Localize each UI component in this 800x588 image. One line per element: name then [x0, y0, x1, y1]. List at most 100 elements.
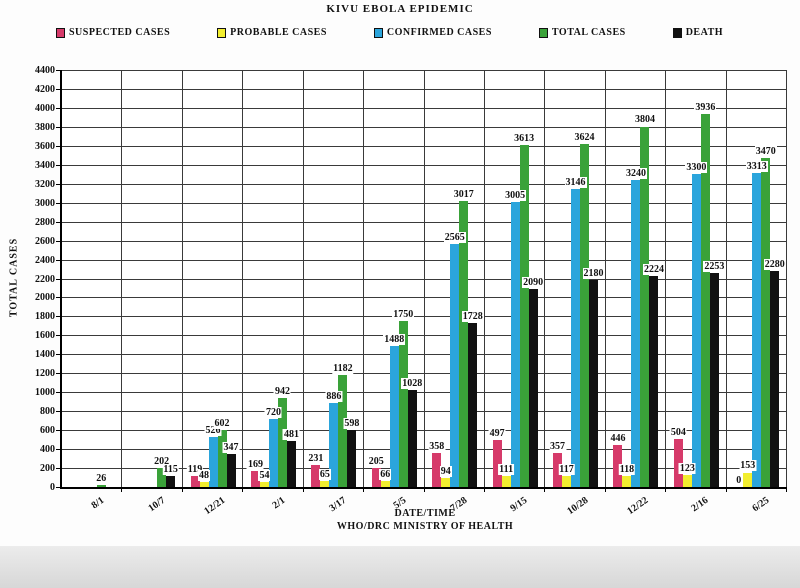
bar-value-label: 2090	[522, 276, 545, 288]
y-tick-label: 400	[40, 444, 55, 456]
gridline-vertical	[786, 70, 787, 487]
bar-death	[166, 476, 176, 487]
gridline-vertical	[121, 70, 123, 487]
bar-value-label: 3005	[504, 190, 527, 202]
gridline-horizontal	[62, 145, 787, 147]
bar-value-label: 3146	[564, 176, 587, 188]
gridline-horizontal	[62, 468, 787, 470]
bar-value-label: 504	[669, 427, 687, 439]
bar-probable-cases	[622, 475, 632, 487]
bar-death	[407, 389, 417, 487]
y-tick-label: 3600	[35, 140, 55, 152]
y-tick-label: 2000	[35, 292, 55, 304]
y-tick-mark	[56, 278, 61, 280]
x-tick-mark	[121, 488, 123, 492]
gridline-horizontal	[62, 373, 787, 375]
y-tick-label: 3000	[35, 197, 55, 209]
y-tick-label: 600	[40, 425, 55, 437]
bar-value-label: 117	[558, 463, 575, 475]
x-tick-mark	[363, 488, 365, 492]
bar-value-label: 94	[439, 466, 452, 478]
bar-total-cases	[459, 201, 469, 487]
y-tick-mark	[56, 88, 61, 90]
y-tick-label: 3200	[35, 178, 55, 190]
x-tick-mark	[302, 488, 304, 492]
x-tick-mark	[483, 488, 485, 492]
y-tick-mark	[56, 202, 61, 204]
bar-total-cases	[640, 126, 650, 487]
bar-value-label: 526	[204, 425, 222, 437]
bar-death	[226, 454, 236, 487]
bar-value-label: 446	[609, 432, 627, 444]
y-tick-label: 3800	[35, 121, 55, 133]
bar-death	[286, 441, 296, 487]
legend-swatch-icon	[538, 27, 548, 38]
gridline-horizontal	[62, 430, 787, 432]
bar-value-label: 2253	[703, 261, 726, 273]
gridline-horizontal	[62, 259, 787, 261]
bar-total-cases	[398, 321, 408, 487]
bar-suspected-cases	[673, 439, 683, 487]
y-tick-mark	[56, 468, 61, 470]
bar-value-label: 153	[739, 460, 757, 472]
bar-confirmed-cases	[691, 174, 701, 487]
bar-value-label: 598	[343, 418, 361, 430]
bar-value-label: 3313	[745, 161, 768, 173]
legend-swatch-icon	[56, 27, 65, 38]
bar-value-label: 3624	[573, 131, 596, 143]
bar-value-label: 942	[273, 385, 291, 397]
y-tick-mark	[56, 487, 61, 488]
bar-death	[709, 273, 719, 487]
y-tick-label: 1800	[35, 311, 55, 323]
bar-confirmed-cases	[208, 437, 218, 487]
bar-value-label: 1750	[392, 309, 415, 321]
legend-swatch-icon	[373, 27, 383, 38]
y-tick-mark	[56, 183, 61, 185]
bar-suspected-cases	[190, 475, 200, 487]
bar-death	[649, 276, 659, 487]
x-tick-mark	[423, 488, 425, 492]
y-tick-label: 4400	[35, 65, 55, 76]
x-tick-mark	[786, 488, 787, 492]
y-tick-mark	[56, 145, 61, 147]
bar-probable-cases	[441, 478, 451, 487]
bar-total-cases	[157, 467, 167, 487]
bar-total-cases	[217, 429, 227, 487]
bar-total-cases	[96, 484, 106, 487]
bar-value-label: 3470	[754, 146, 777, 158]
bar-value-label: 358	[428, 441, 446, 453]
y-axis-line	[60, 70, 62, 487]
y-tick-label: 2800	[35, 216, 55, 228]
chart-title: KIVU EBOLA EPIDEMIC	[326, 3, 474, 15]
bar-value-label: 3804	[633, 114, 656, 126]
bar-death	[528, 288, 538, 487]
bar-value-label: 231	[307, 453, 325, 465]
bar-suspected-cases	[371, 467, 381, 487]
bar-death	[347, 430, 357, 487]
bar-probable-cases	[199, 482, 209, 487]
y-tick-label: 3400	[35, 159, 55, 171]
footer-band	[0, 546, 800, 588]
y-tick-mark	[56, 107, 61, 109]
y-tick-label: 1200	[35, 368, 55, 380]
gridline-horizontal	[62, 354, 787, 356]
gridline-horizontal	[62, 335, 787, 337]
y-tick-label: 2400	[35, 254, 55, 266]
bar-death	[589, 280, 599, 487]
y-tick-mark	[56, 221, 61, 223]
bar-value-label: 3936	[694, 101, 717, 113]
gridline-horizontal	[62, 70, 787, 71]
bar-confirmed-cases	[510, 202, 520, 487]
bar-probable-cases	[501, 476, 511, 487]
gridline-vertical	[725, 70, 727, 487]
y-tick-mark	[56, 164, 61, 166]
bar-probable-cases	[259, 481, 269, 487]
gridline-horizontal	[62, 316, 787, 318]
bar-death	[468, 323, 478, 487]
bar-death	[770, 270, 780, 487]
gridline-horizontal	[62, 183, 787, 185]
bar-value-label: 65	[318, 468, 331, 480]
legend-item-label: SUSPECTED CASES	[69, 27, 171, 38]
bar-confirmed-cases	[329, 403, 339, 487]
